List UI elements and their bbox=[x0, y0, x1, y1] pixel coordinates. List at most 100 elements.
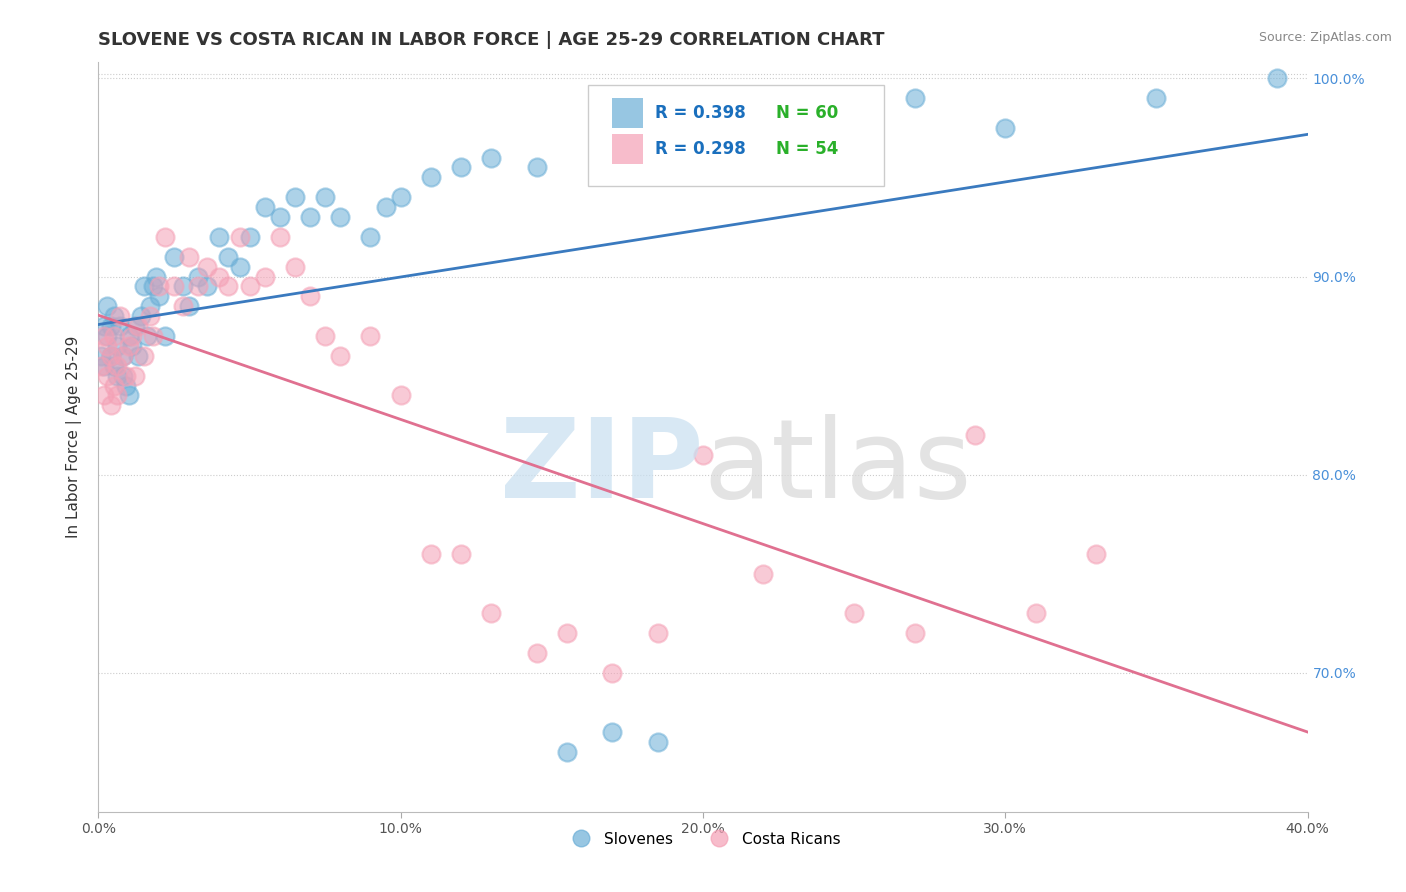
Point bbox=[118, 339, 141, 353]
Point bbox=[994, 120, 1017, 135]
Point bbox=[148, 289, 170, 303]
Point bbox=[129, 309, 152, 323]
Point bbox=[904, 91, 927, 105]
Point bbox=[111, 368, 134, 383]
Point bbox=[124, 368, 146, 383]
Point bbox=[965, 428, 987, 442]
Point bbox=[93, 359, 115, 373]
Point bbox=[100, 398, 122, 412]
Point bbox=[752, 566, 775, 581]
Point bbox=[105, 359, 128, 373]
Point bbox=[229, 230, 252, 244]
Point bbox=[103, 359, 125, 373]
Point bbox=[103, 329, 125, 343]
Point bbox=[329, 210, 352, 224]
Point bbox=[284, 260, 307, 274]
Point bbox=[93, 329, 115, 343]
Point bbox=[153, 329, 176, 343]
Point bbox=[208, 269, 231, 284]
Text: SLOVENE VS COSTA RICAN IN LABOR FORCE | AGE 25-29 CORRELATION CHART: SLOVENE VS COSTA RICAN IN LABOR FORCE | … bbox=[98, 31, 884, 49]
Point bbox=[314, 190, 336, 204]
Point bbox=[229, 260, 252, 274]
Point bbox=[526, 646, 548, 660]
Point bbox=[239, 279, 262, 293]
Point bbox=[124, 319, 146, 334]
Point bbox=[132, 349, 155, 363]
Point bbox=[253, 200, 276, 214]
Point bbox=[179, 250, 201, 264]
FancyBboxPatch shape bbox=[588, 85, 884, 186]
Point bbox=[420, 170, 443, 185]
Point bbox=[114, 368, 136, 383]
Point bbox=[269, 210, 291, 224]
Point bbox=[1144, 91, 1167, 105]
Point bbox=[108, 319, 131, 334]
Point bbox=[90, 359, 112, 373]
Point bbox=[602, 725, 624, 739]
Text: R = 0.298: R = 0.298 bbox=[655, 140, 745, 158]
Point bbox=[90, 349, 112, 363]
Point bbox=[844, 111, 866, 125]
Point bbox=[692, 151, 714, 165]
Legend: Slovenes, Costa Ricans: Slovenes, Costa Ricans bbox=[560, 826, 846, 853]
Point bbox=[752, 130, 775, 145]
Text: R = 0.398: R = 0.398 bbox=[655, 104, 745, 122]
Point bbox=[187, 279, 209, 293]
Point bbox=[163, 250, 186, 264]
Point bbox=[127, 319, 149, 334]
Point bbox=[142, 279, 165, 293]
Point bbox=[314, 329, 336, 343]
Point bbox=[121, 329, 143, 343]
Text: N = 60: N = 60 bbox=[776, 104, 838, 122]
Point bbox=[269, 230, 291, 244]
Point bbox=[360, 329, 382, 343]
Point bbox=[111, 349, 134, 363]
Point bbox=[121, 339, 143, 353]
Point bbox=[299, 289, 322, 303]
Point bbox=[172, 299, 194, 313]
Point bbox=[450, 161, 472, 175]
Point bbox=[96, 368, 118, 383]
Point bbox=[111, 349, 134, 363]
Bar bbox=[613, 134, 643, 163]
Point bbox=[96, 299, 118, 313]
Point bbox=[602, 665, 624, 680]
Text: ZIP: ZIP bbox=[499, 414, 703, 521]
Point bbox=[93, 319, 115, 334]
Point bbox=[1267, 71, 1289, 86]
Point bbox=[481, 607, 503, 621]
Point bbox=[360, 230, 382, 244]
Point bbox=[172, 279, 194, 293]
Point bbox=[692, 448, 714, 462]
Point bbox=[481, 151, 503, 165]
Point bbox=[103, 309, 125, 323]
Point bbox=[139, 299, 162, 313]
Point bbox=[329, 349, 352, 363]
Point bbox=[135, 329, 157, 343]
Point bbox=[217, 279, 239, 293]
Point bbox=[179, 299, 201, 313]
Point bbox=[118, 329, 141, 343]
Point bbox=[374, 200, 396, 214]
Point bbox=[139, 309, 162, 323]
Point bbox=[195, 279, 218, 293]
Text: N = 54: N = 54 bbox=[776, 140, 838, 158]
Point bbox=[299, 210, 322, 224]
Point bbox=[142, 329, 165, 343]
Point bbox=[253, 269, 276, 284]
Point bbox=[100, 349, 122, 363]
Point bbox=[389, 388, 412, 402]
Point bbox=[647, 735, 669, 749]
Point bbox=[647, 626, 669, 640]
Point bbox=[105, 388, 128, 402]
Point bbox=[844, 607, 866, 621]
Point bbox=[195, 260, 218, 274]
Text: atlas: atlas bbox=[703, 414, 972, 521]
Point bbox=[105, 339, 128, 353]
Point bbox=[145, 269, 167, 284]
Point bbox=[1024, 607, 1046, 621]
Point bbox=[132, 279, 155, 293]
Point bbox=[208, 230, 231, 244]
Point bbox=[904, 626, 927, 640]
Point bbox=[187, 269, 209, 284]
